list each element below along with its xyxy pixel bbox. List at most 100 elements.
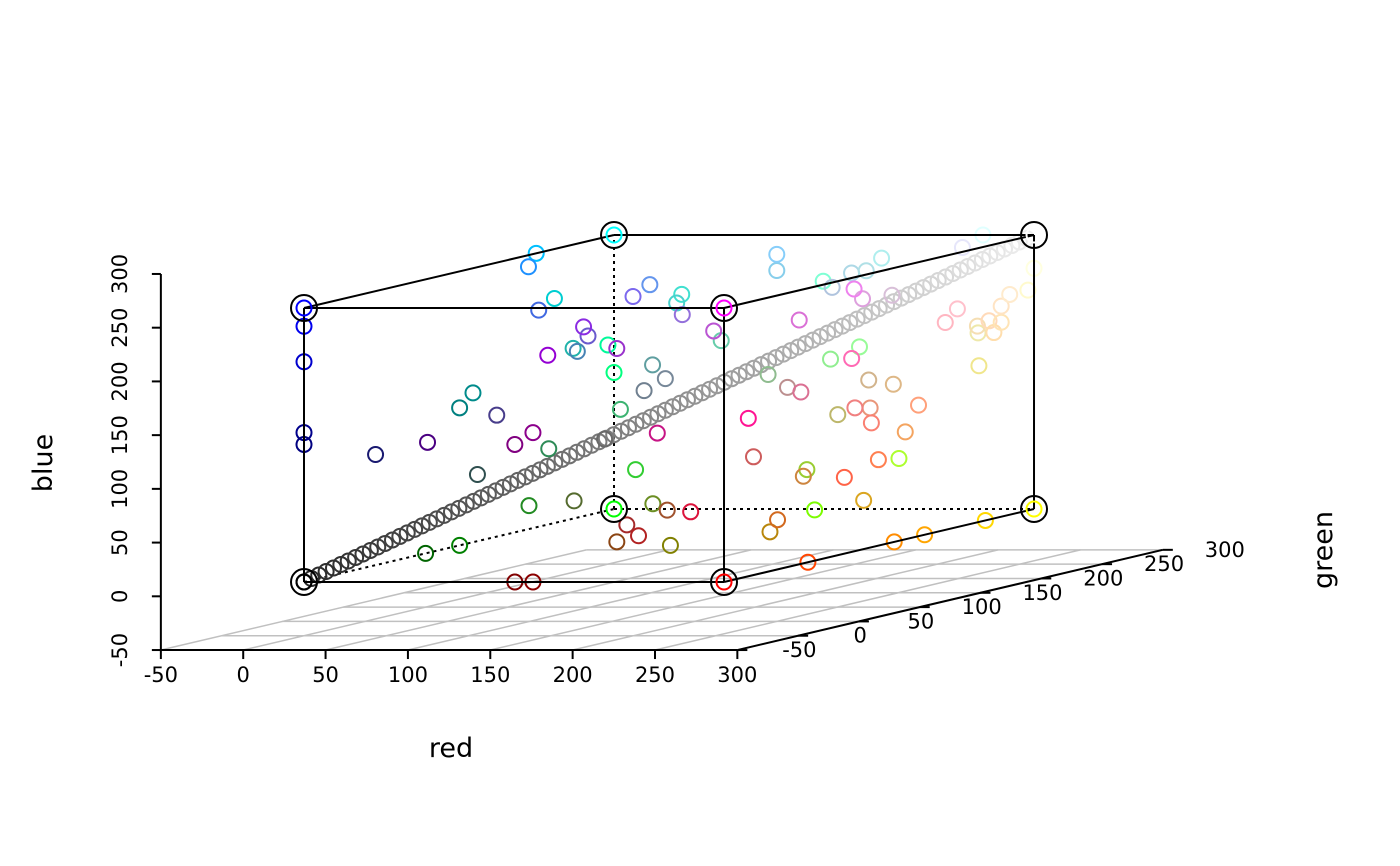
cube-edge xyxy=(723,508,1035,583)
color-point xyxy=(799,553,817,571)
corner-point xyxy=(295,573,313,591)
color-point xyxy=(417,544,435,562)
color-point xyxy=(596,430,614,448)
color-point xyxy=(627,461,645,479)
cube-front-edges xyxy=(303,233,1036,583)
z-tick-label: -50 xyxy=(108,633,132,667)
color-point xyxy=(661,536,679,554)
color-point xyxy=(644,356,662,374)
y-tick-label: 150 xyxy=(1022,581,1062,605)
color-point xyxy=(883,286,901,304)
x-tick-label: 250 xyxy=(635,663,675,687)
color-point xyxy=(673,306,691,324)
cube-edge xyxy=(723,234,1035,309)
grid-line-x xyxy=(325,549,752,651)
grid-line-x xyxy=(160,549,587,651)
x-tick-label: 0 xyxy=(237,663,250,687)
color-point xyxy=(630,527,648,545)
color-point xyxy=(854,290,872,308)
color-point xyxy=(846,399,864,417)
color-point xyxy=(862,414,880,432)
y-tick-label: 0 xyxy=(853,624,866,648)
color-point xyxy=(682,503,700,521)
color-point xyxy=(635,382,653,400)
color-point xyxy=(992,297,1010,315)
x-tick-label: 100 xyxy=(388,663,428,687)
color-point xyxy=(744,448,762,466)
color-point xyxy=(527,244,545,262)
color-point xyxy=(451,399,469,417)
corner-ring xyxy=(290,568,318,596)
color-point xyxy=(953,239,971,257)
color-point xyxy=(648,424,666,442)
color-point xyxy=(948,300,966,318)
color-point xyxy=(884,375,902,393)
grid-line-x xyxy=(654,549,1081,651)
corner-ring xyxy=(710,568,739,596)
color-point xyxy=(656,370,674,388)
gray-diagonal xyxy=(295,226,1043,591)
color-point xyxy=(790,311,808,329)
z-tick-label: 100 xyxy=(108,469,132,509)
corner-ring xyxy=(600,494,629,523)
color-point xyxy=(769,511,787,529)
color-point xyxy=(843,350,861,368)
color-point xyxy=(545,289,563,307)
color-point xyxy=(488,406,506,424)
color-point xyxy=(451,536,469,554)
corner-ring xyxy=(1020,220,1049,249)
grid-line-x xyxy=(572,549,999,651)
color-point xyxy=(829,406,847,424)
color-point xyxy=(618,516,636,534)
color-point xyxy=(759,366,777,384)
color-point xyxy=(910,396,928,414)
corner-point xyxy=(605,226,623,244)
color-point xyxy=(464,384,482,402)
corner-point xyxy=(295,299,313,317)
z-axis-title: blue xyxy=(28,434,59,492)
color-point xyxy=(885,533,903,551)
color-point xyxy=(916,526,934,544)
color-point xyxy=(705,322,723,340)
x-tick-label: 50 xyxy=(312,663,339,687)
grid-line-x xyxy=(243,549,669,651)
corner-point xyxy=(605,500,623,518)
color-point xyxy=(890,449,908,467)
color-point xyxy=(992,313,1010,331)
color-point xyxy=(936,314,954,332)
color-point xyxy=(814,272,832,290)
color-point xyxy=(976,511,994,529)
corner-ring xyxy=(1020,494,1049,523)
color-point xyxy=(530,301,548,319)
color-point xyxy=(1019,281,1037,299)
color-point xyxy=(822,350,840,368)
floor-grid xyxy=(160,549,1164,651)
z-tick-label: 150 xyxy=(108,415,132,455)
grid-line-x xyxy=(490,549,916,651)
color-point xyxy=(605,364,623,382)
color-point xyxy=(419,433,437,451)
color-point xyxy=(845,280,863,298)
corner-ring xyxy=(290,294,318,323)
color-point xyxy=(896,423,914,441)
x-tick-label: 150 xyxy=(470,663,510,687)
color-point xyxy=(869,451,887,469)
x-tick-label: 300 xyxy=(717,663,757,687)
y-axis-line xyxy=(737,548,1164,652)
color-point xyxy=(540,440,558,458)
color-point xyxy=(860,371,878,389)
y-tick-label: 200 xyxy=(1083,566,1123,590)
color-point xyxy=(823,278,841,296)
color-point xyxy=(608,533,626,551)
color-point xyxy=(468,465,486,483)
color-point xyxy=(519,258,537,276)
color-point xyxy=(970,357,988,375)
color-point xyxy=(658,501,676,519)
color-point xyxy=(599,336,617,354)
color-point xyxy=(644,495,662,513)
x-axis-title: red xyxy=(429,733,473,764)
color-point xyxy=(506,435,524,453)
color-point xyxy=(761,523,779,541)
axes: -50 0 50 100 150 200 250 300 -50 0 50 100 150 200 250 3… xyxy=(108,254,1245,687)
